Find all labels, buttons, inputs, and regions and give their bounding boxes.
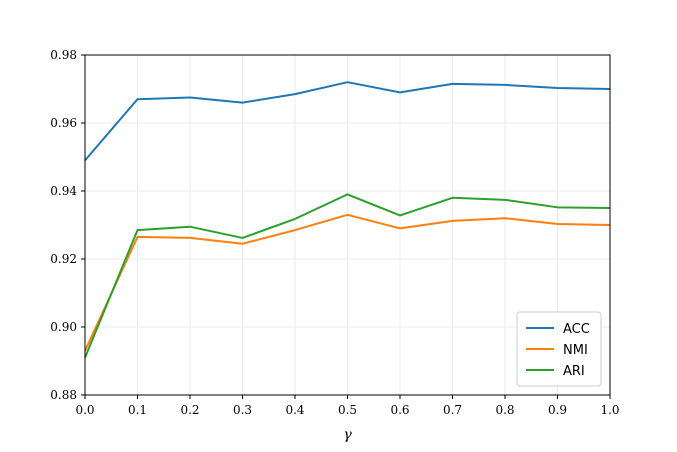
x-tick-label: 1.0 — [600, 403, 619, 417]
x-tick-label: 0.9 — [548, 403, 567, 417]
legend-box — [516, 311, 602, 387]
y-tick-label: 0.96 — [50, 116, 77, 130]
legend: ACC NMI ARI — [516, 311, 602, 387]
x-tick-label: 0.5 — [338, 403, 357, 417]
y-tick-label: 0.94 — [50, 184, 77, 198]
series-line-ari — [84, 193, 611, 358]
x-tick-label: 0.1 — [128, 403, 147, 417]
x-axis-ticks: 0.0 0.1 0.2 0.3 0.4 0.5 0.6 0.7 0.8 0.9 1.0 — [75, 395, 620, 417]
series-line-nmi — [84, 213, 611, 352]
x-tick-label: 0.3 — [233, 403, 252, 417]
x-tick-label: 0.7 — [443, 403, 462, 417]
y-axis-ticks: 0.88 0.90 0.92 0.94 0.96 0.98 — [50, 48, 85, 402]
x-tick-label: 0.8 — [495, 403, 514, 417]
x-tick-label: 0.0 — [75, 403, 94, 417]
y-tick-label: 0.88 — [50, 388, 77, 402]
legend-label-nmi: NMI — [563, 343, 588, 358]
y-tick-label: 0.90 — [50, 320, 77, 334]
y-tick-label: 0.92 — [50, 252, 77, 266]
legend-label-ari: ARI — [563, 364, 585, 379]
legend-label-acc: ACC — [563, 322, 590, 337]
y-tick-label: 0.98 — [50, 48, 77, 62]
series-lines — [84, 81, 611, 358]
x-tick-label: 0.4 — [285, 403, 304, 417]
x-tick-label: 0.6 — [390, 403, 409, 417]
series-line-acc — [84, 81, 611, 162]
x-tick-label: 0.2 — [180, 403, 199, 417]
x-axis-label: γ — [343, 427, 352, 443]
